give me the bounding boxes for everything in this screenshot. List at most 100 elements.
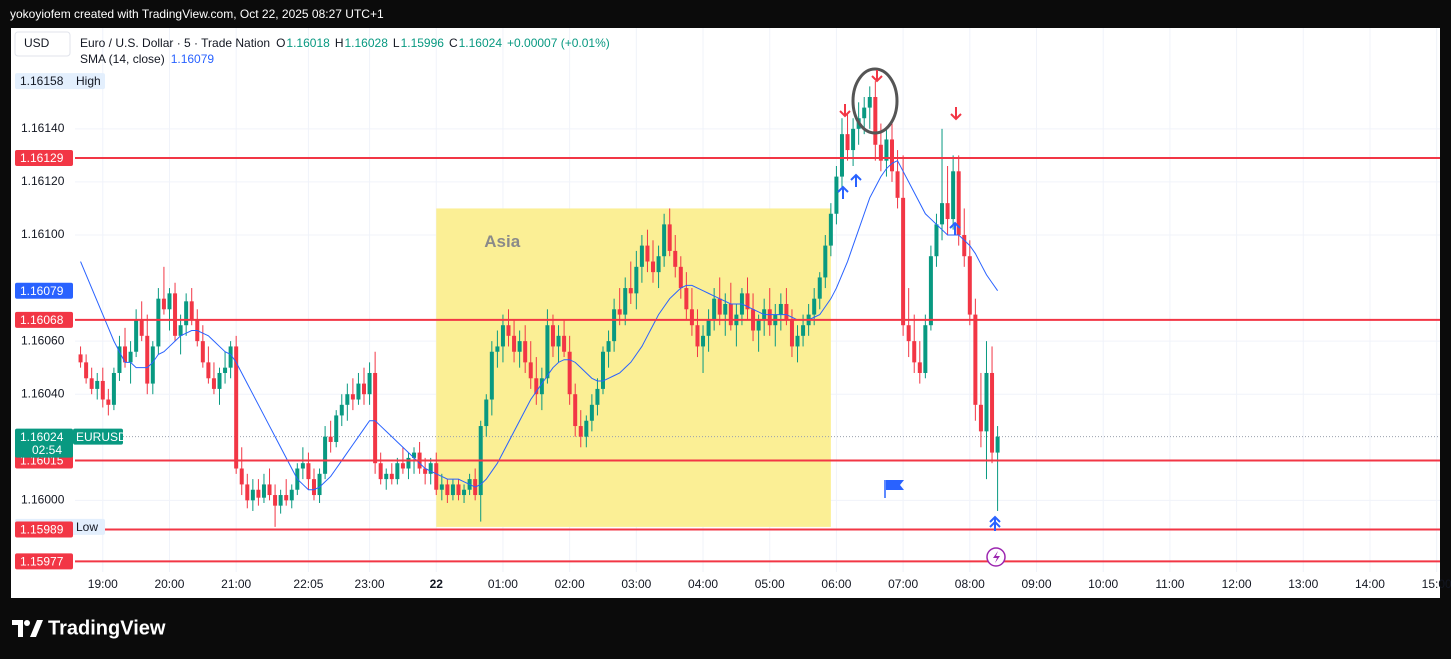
candle-body: [206, 362, 211, 379]
candle-body: [367, 372, 372, 395]
candle-body: [990, 372, 995, 453]
highlight-circle: [851, 67, 899, 135]
x-tick-label: 20:00: [154, 577, 184, 591]
currency-button[interactable]: USD: [14, 31, 71, 57]
candle-body: [234, 346, 239, 469]
candle-body: [595, 388, 600, 405]
candle-body: [311, 479, 316, 496]
overlay: 19:00 20:00 21:00 22:05 23:00 22 01:00 02:00 03:…: [15, 36, 1451, 591]
candle-body: [573, 394, 578, 427]
candle-body: [562, 335, 567, 352]
countdown: 02:54: [32, 443, 62, 457]
currency-button-bg[interactable]: [14, 31, 71, 57]
session-box: [436, 208, 831, 527]
candle-body: [917, 362, 922, 373]
candle-body: [545, 325, 550, 379]
high-price: 1.16158: [20, 74, 64, 88]
candle-body: [851, 128, 856, 151]
candle-body: [723, 303, 728, 315]
buy-arrow: [837, 185, 849, 199]
candle-body: [184, 301, 189, 326]
candle-body: [789, 319, 794, 347]
candle-body: [89, 378, 94, 389]
logo-dot: [24, 620, 30, 626]
candle-body: [639, 245, 644, 267]
candle-body: [128, 351, 133, 363]
candle-body: [123, 346, 128, 363]
candle-body: [211, 378, 216, 389]
candle-body: [945, 203, 950, 220]
candle-body: [673, 250, 678, 267]
change: +0.00007 (+0.01%): [507, 36, 610, 50]
candle-body: [951, 171, 956, 220]
candle-body: [362, 383, 367, 395]
line-price-label-bg: [15, 553, 73, 570]
candle-body: [678, 266, 683, 289]
candle-body: [173, 293, 178, 336]
candle-body: [589, 404, 594, 421]
candle-body: [884, 139, 889, 161]
ohlc-value: 1.16018: [286, 36, 330, 50]
x-tick-label: 23:00: [355, 577, 385, 591]
x-tick-label: 10:00: [1088, 577, 1118, 591]
candle-body: [978, 404, 983, 432]
candle-body: [456, 484, 461, 496]
ohlc-value: 1.16024: [459, 36, 503, 50]
candle-body: [584, 420, 589, 437]
candle-body: [623, 288, 628, 315]
currency-label[interactable]: USD: [24, 36, 50, 50]
candle-body: [250, 489, 255, 501]
candle-body: [261, 484, 266, 498]
candle-body: [106, 399, 111, 405]
candle-body: [984, 372, 989, 432]
candle-body: [701, 335, 706, 347]
candle-body: [150, 346, 155, 384]
candle-body: [606, 341, 611, 352]
candle-body: [373, 372, 378, 464]
candle-body: [239, 468, 244, 485]
candle-body: [617, 309, 622, 315]
flag: [884, 480, 904, 498]
candle-body: [756, 319, 761, 331]
line-price-label-bg: [15, 311, 73, 328]
current-price-bg: [15, 428, 73, 458]
candle-body: [84, 362, 89, 379]
candle-body: [656, 256, 661, 273]
candle-body: [245, 484, 250, 501]
candle-body: [973, 314, 978, 405]
candle-body: [528, 362, 533, 379]
candle-body: [484, 399, 489, 427]
x-tick-label: 13:00: [1288, 577, 1318, 591]
x-tick-label: 19:00: [88, 577, 118, 591]
candle-body: [378, 463, 383, 480]
candle-body: [339, 404, 344, 416]
current-price: 1.16024: [20, 430, 64, 444]
ohlc-value: 1.15996: [401, 36, 445, 50]
candle-body: [139, 319, 144, 336]
buy-arrow: [949, 221, 961, 235]
candle-body: [334, 415, 339, 442]
candle-body: [145, 335, 150, 384]
x-tick-label: 08:00: [955, 577, 985, 591]
sell-arrow: [871, 70, 883, 83]
candle-body: [217, 372, 222, 389]
indicator-name: SMA (14, close): [80, 52, 165, 66]
candle-body: [111, 372, 116, 405]
candle-body: [712, 298, 717, 320]
y-tick-label: 1.16100: [21, 227, 65, 241]
sell-arrow: [950, 107, 962, 121]
candle-body: [600, 351, 605, 389]
candle-body: [289, 489, 294, 501]
brand: TradingView: [48, 617, 166, 639]
logo-mark: [12, 620, 23, 637]
candle-body: [100, 380, 105, 400]
candle-body: [651, 261, 656, 273]
x-tick-label: 09:00: [1021, 577, 1051, 591]
sma-price-label: 1.16079: [20, 284, 64, 298]
candle-body: [834, 176, 839, 214]
candle-body: [995, 436, 1000, 453]
candle-body: [156, 298, 161, 347]
candle-body: [534, 378, 539, 395]
candle-body: [117, 346, 122, 373]
